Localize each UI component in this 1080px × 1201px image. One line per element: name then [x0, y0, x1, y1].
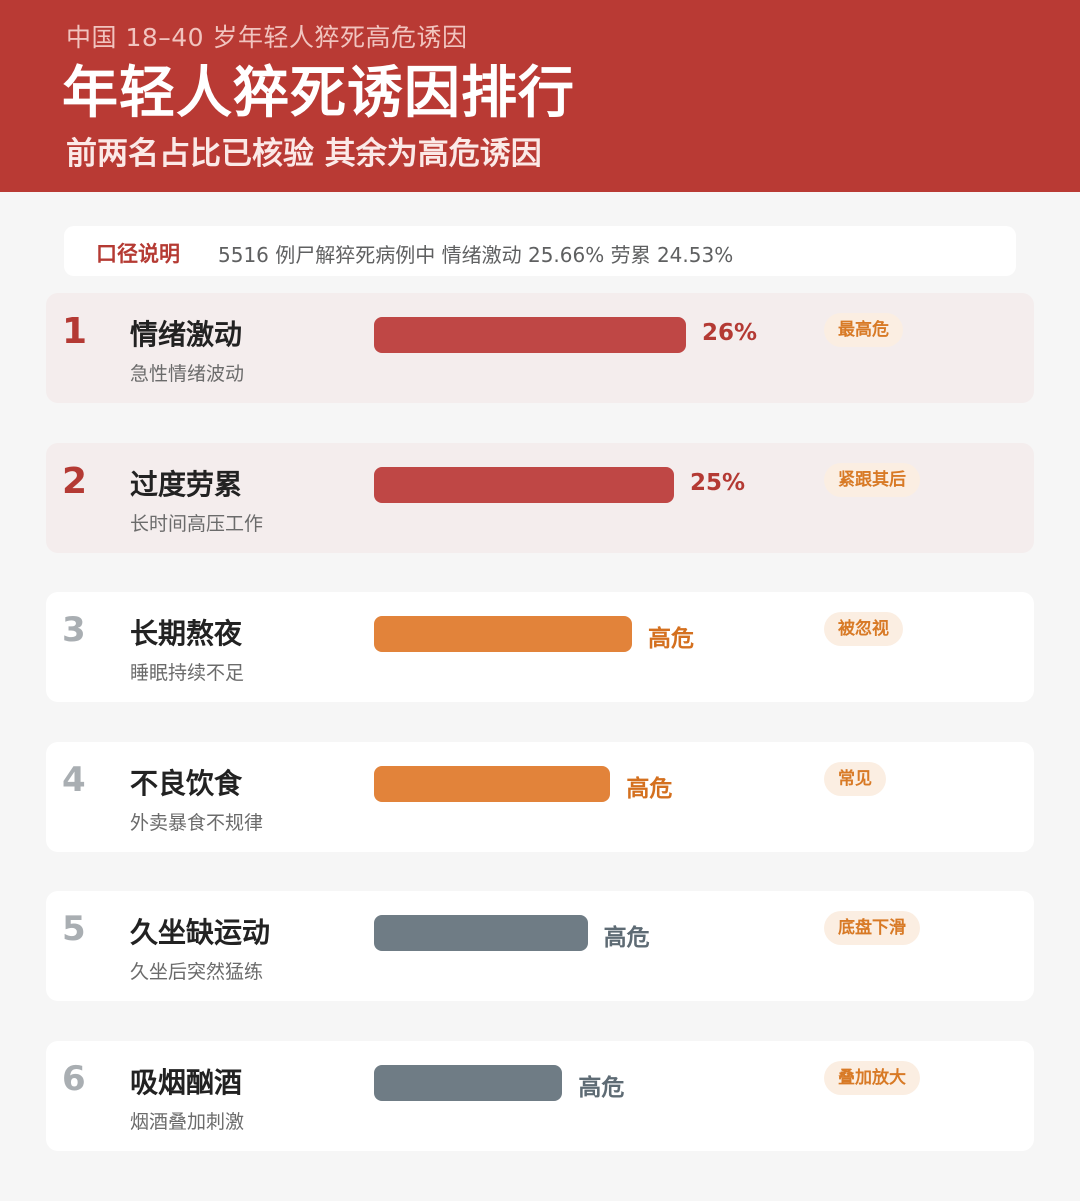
cause-description: 烟酒叠加刺激 — [130, 1111, 245, 1133]
ranking-row-4: 4 不良饮食外卖暴食不规律 高危 常见 — [46, 742, 1034, 852]
bar — [374, 616, 632, 652]
bar — [374, 467, 674, 503]
ranking-row-5: 5 久坐缺运动久坐后突然猛练 高危 底盘下滑 — [46, 891, 1034, 1001]
cause-name: 长期熬夜 — [130, 617, 243, 650]
cause-name: 久坐缺运动 — [130, 916, 271, 949]
bar-value-label: 高危 — [648, 626, 694, 652]
cause-name: 过度劳累 — [130, 468, 243, 501]
status-badge: 紧跟其后 — [824, 463, 920, 497]
note-text: 5516 例尸解猝死病例中 情绪激动 25.66% 劳累 24.53% — [218, 243, 734, 267]
rank-number: 3 — [62, 610, 86, 650]
page-title: 年轻人猝死诱因排行 — [62, 61, 575, 126]
rank-number: 5 — [62, 909, 86, 949]
status-badge: 底盘下滑 — [824, 911, 920, 945]
bar — [374, 915, 588, 951]
bar — [374, 766, 611, 802]
header-subtitle: 前两名占比已核验 其余为高危诱因 — [66, 136, 542, 172]
bar-value-label: 高危 — [626, 776, 673, 802]
bar-value-label: 高危 — [603, 925, 650, 951]
status-badge: 被忽视 — [824, 612, 903, 646]
header-supertitle: 中国 18–40 岁年轻人猝死高危诱因 — [66, 23, 468, 52]
methodology-note: 口径说明 5516 例尸解猝死病例中 情绪激动 25.66% 劳累 24.53% — [64, 226, 1016, 276]
rank-number: 1 — [62, 311, 88, 352]
cause-description: 睡眠持续不足 — [130, 662, 245, 684]
cause-description: 外卖暴食不规律 — [130, 812, 264, 834]
ranking-row-2: 2 过度劳累长时间高压工作 25% 紧跟其后 — [46, 443, 1034, 553]
cause-description: 长时间高压工作 — [130, 513, 264, 535]
rank-number: 2 — [62, 461, 88, 502]
note-label: 口径说明 — [96, 242, 180, 266]
ranking-row-3: 3 长期熬夜睡眠持续不足 高危 被忽视 — [46, 592, 1034, 702]
status-badge: 最高危 — [824, 313, 903, 347]
bar — [374, 317, 686, 353]
bar-value-label: 25% — [690, 470, 746, 496]
ranking-row-1: 1 情绪激动急性情绪波动 26% 最高危 — [46, 293, 1034, 403]
bar-value-label: 26% — [702, 320, 758, 346]
cause-description: 急性情绪波动 — [130, 363, 245, 385]
status-badge: 常见 — [824, 762, 886, 796]
cause-name: 情绪激动 — [130, 318, 243, 351]
status-badge: 叠加放大 — [824, 1061, 920, 1095]
rank-number: 4 — [62, 760, 86, 800]
rank-number: 6 — [62, 1059, 86, 1099]
cause-description: 久坐后突然猛练 — [130, 961, 264, 983]
header-banner: 中国 18–40 岁年轻人猝死高危诱因 年轻人猝死诱因排行 前两名占比已核验 其… — [0, 0, 1080, 192]
cause-name: 吸烟酗酒 — [130, 1066, 243, 1099]
bar — [374, 1065, 563, 1101]
cause-name: 不良饮食 — [130, 767, 243, 800]
ranking-row-6: 6 吸烟酗酒烟酒叠加刺激 高危 叠加放大 — [46, 1041, 1034, 1151]
bar-value-label: 高危 — [578, 1075, 625, 1101]
